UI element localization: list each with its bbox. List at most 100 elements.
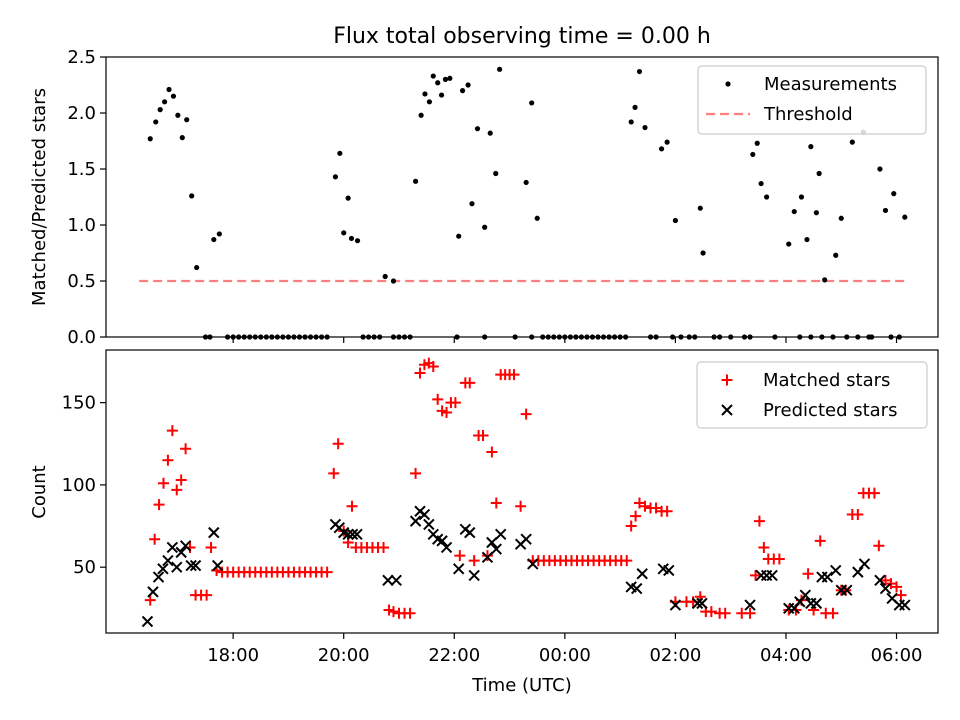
matched-stars-point [205, 541, 217, 553]
legend-box [696, 361, 928, 429]
x-tick-label: 22:00 [428, 645, 480, 666]
measurement-point [390, 278, 397, 284]
predicted-stars-point [382, 574, 394, 587]
matched-stars-point [661, 505, 673, 517]
y-tick-label: 0.5 [67, 271, 96, 292]
matched-stars-point [387, 606, 399, 618]
measurement-point [808, 144, 814, 150]
measurement-point [459, 88, 466, 94]
matched-stars-point [773, 553, 785, 565]
predicted-stars-point [495, 528, 507, 540]
measurement-point [438, 92, 445, 98]
predicted-stars-point [423, 518, 435, 531]
matched-stars-point [464, 377, 476, 389]
matched-stars-point [625, 520, 637, 532]
predicted-stars-point [147, 586, 159, 598]
matched-stars-point [520, 408, 532, 420]
measurement-point [469, 201, 475, 207]
bottom-panel: 18:00 20:00 22:00 00:00 02:00 04:00 06:00 50 100… [62, 349, 939, 666]
matched-stars-point [814, 535, 826, 547]
matched-stars-point [201, 589, 213, 601]
measurement-point [750, 151, 756, 158]
predicted-stars-point [162, 554, 174, 567]
measurement-point [435, 80, 441, 86]
predicted-stars-point [821, 571, 834, 583]
measurement-point [813, 210, 819, 216]
predicted-stars-point [346, 528, 359, 540]
matched-stars-point [895, 589, 907, 601]
measurement-point [764, 194, 770, 200]
matched-stars-point [630, 510, 642, 522]
matched-stars-point [758, 541, 770, 553]
measurement-point [447, 75, 453, 81]
predicted-stars-point [490, 543, 503, 555]
matched-stars-point [515, 500, 527, 512]
measurement-point [194, 264, 200, 271]
predicted-stars-point [663, 564, 675, 577]
matched-stars-point [719, 607, 731, 619]
measurement-point [664, 139, 670, 145]
matched-stars-point [149, 533, 161, 545]
measurement-point [189, 193, 195, 199]
legend-label: Threshold [763, 104, 853, 125]
measurement-point [382, 273, 388, 280]
matched-stars-point [378, 541, 390, 553]
measurement-point [642, 124, 648, 131]
predicted-stars-point [696, 597, 708, 610]
matched-stars-point [144, 594, 156, 606]
measurement-point [632, 104, 638, 110]
predicted-stars-point [175, 546, 187, 559]
predicted-stars-point [810, 597, 823, 610]
matched-stars-point [171, 484, 183, 496]
predicted-stars-point [208, 526, 220, 539]
measurement-point [529, 100, 535, 106]
predicted-stars-point [418, 508, 431, 521]
predicted-stars-point [166, 541, 179, 554]
predicted-stars-point [481, 551, 494, 564]
matched-stars-point [508, 369, 520, 381]
matched-stars-point [490, 497, 502, 509]
matched-stars-point [750, 569, 762, 581]
predicted-stars-point [799, 589, 812, 601]
measurement-point [534, 215, 540, 221]
predicted-stars-point [464, 526, 476, 539]
matched-stars-point [705, 606, 717, 618]
measurement-point [184, 117, 190, 123]
measurement-point [341, 230, 347, 236]
measurement-point [422, 91, 428, 97]
matched-stars-point [879, 574, 891, 586]
matched-stars-point [868, 487, 880, 499]
measurement-point [497, 66, 503, 72]
measurement-point [170, 93, 177, 99]
measurement-point [482, 224, 488, 230]
y-tick-label: 50 [73, 557, 96, 578]
legend-marker [721, 404, 733, 416]
matched-stars-point [639, 500, 651, 512]
matched-stars-point [441, 407, 453, 419]
predicted-stars-point [211, 559, 224, 572]
measurement-point [426, 99, 433, 105]
matched-stars-point [153, 499, 165, 511]
measurement-point [658, 146, 665, 152]
y-tick-label: 150 [62, 393, 96, 414]
matched-stars-point [346, 500, 358, 512]
measurement-point [697, 205, 703, 211]
matched-stars-point [166, 425, 178, 437]
matched-stars-point [468, 555, 480, 567]
matched-stars-point [410, 467, 422, 479]
legend-marker [725, 81, 731, 87]
measurement-point [786, 241, 792, 247]
measurement-point [891, 191, 897, 197]
matched-stars-point [404, 607, 416, 619]
measurement-point [523, 179, 529, 186]
matched-stars-point [477, 430, 489, 442]
x-tick-label: 04:00 [760, 645, 812, 666]
x-tick-label: 06:00 [871, 645, 923, 666]
measurement-point [412, 178, 419, 184]
predicted-stars-point [171, 561, 183, 573]
predicted-stars-point [141, 615, 154, 628]
predicted-stars-point [858, 558, 871, 570]
y-tick-label: 2.5 [67, 47, 96, 68]
matched-stars-point [753, 515, 765, 527]
x-tick-label: 20:00 [318, 645, 370, 666]
